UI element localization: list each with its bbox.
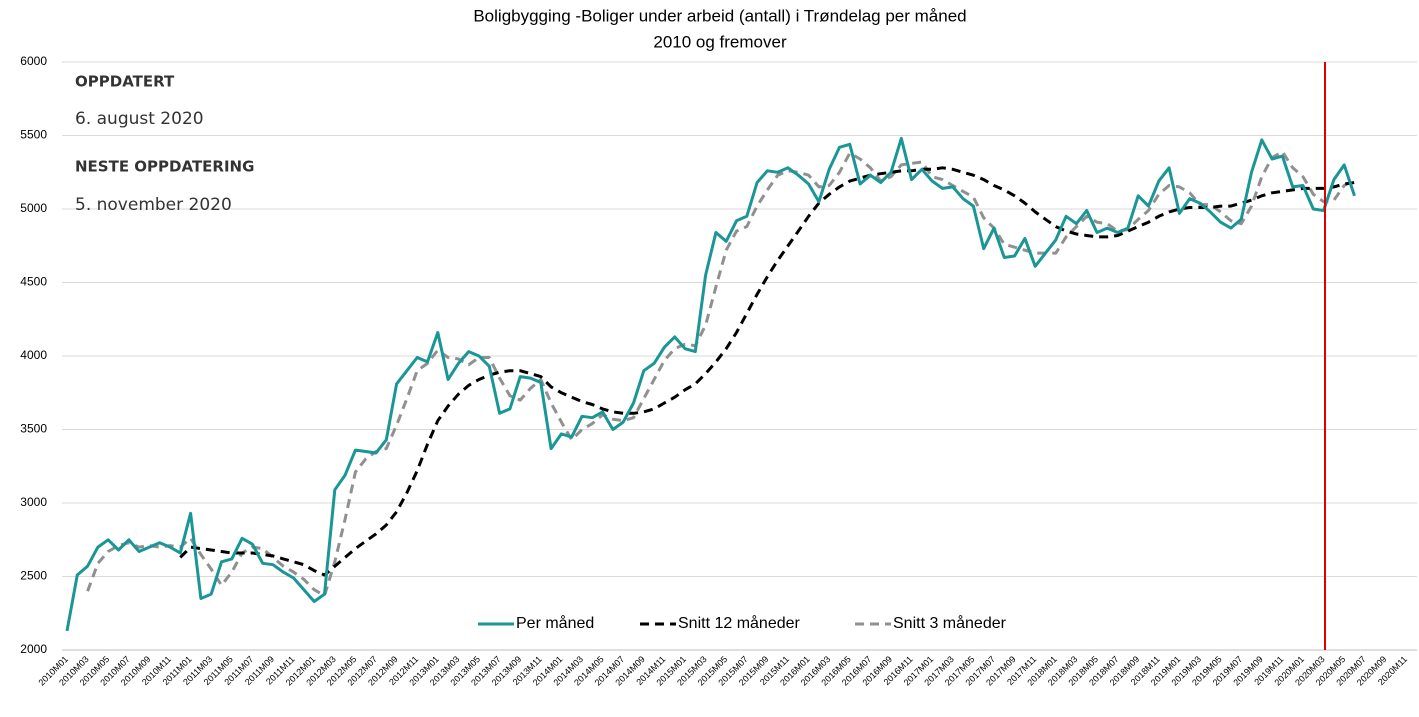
y-tick-label: 5500	[20, 128, 47, 142]
x-axis: 2010M012010M032010M052010M072010M092010M…	[36, 654, 1409, 688]
y-tick-label: 2500	[20, 569, 47, 583]
y-tick-label: 4000	[20, 348, 47, 362]
plot	[65, 136, 1356, 632]
series-line	[65, 136, 1356, 632]
annotation: 5. november 2020	[75, 195, 232, 215]
legend-label: Snitt 12 måneder	[678, 614, 801, 632]
y-tick-label: 2000	[20, 642, 47, 656]
legend-label: Snitt 3 måneder	[893, 614, 1007, 632]
y-tick-label: 5000	[20, 201, 47, 215]
y-tick-label: 3500	[20, 422, 47, 436]
series-line	[179, 166, 1355, 577]
annotation: NESTE OPPDATERING	[75, 158, 254, 176]
annotation: OPPDATERT	[75, 73, 175, 91]
legend: Per måned Snitt 12 måneder Snitt 3 måneder	[478, 614, 1007, 632]
chart-title: Boligbygging -Boliger under arbeid (anta…	[473, 6, 966, 25]
annotation: 6. august 2020	[75, 109, 204, 129]
legend-label: Per måned	[516, 614, 594, 632]
chart-subtitle: 2010 og fremover	[653, 32, 787, 51]
y-tick-label: 6000	[20, 54, 47, 68]
grid: 2000 2500 3000 3500 4000 4500 5000 5500 6000	[20, 54, 1417, 656]
y-tick-label: 3000	[20, 495, 47, 509]
y-tick-label: 4500	[20, 275, 47, 289]
series-line	[86, 150, 1356, 598]
